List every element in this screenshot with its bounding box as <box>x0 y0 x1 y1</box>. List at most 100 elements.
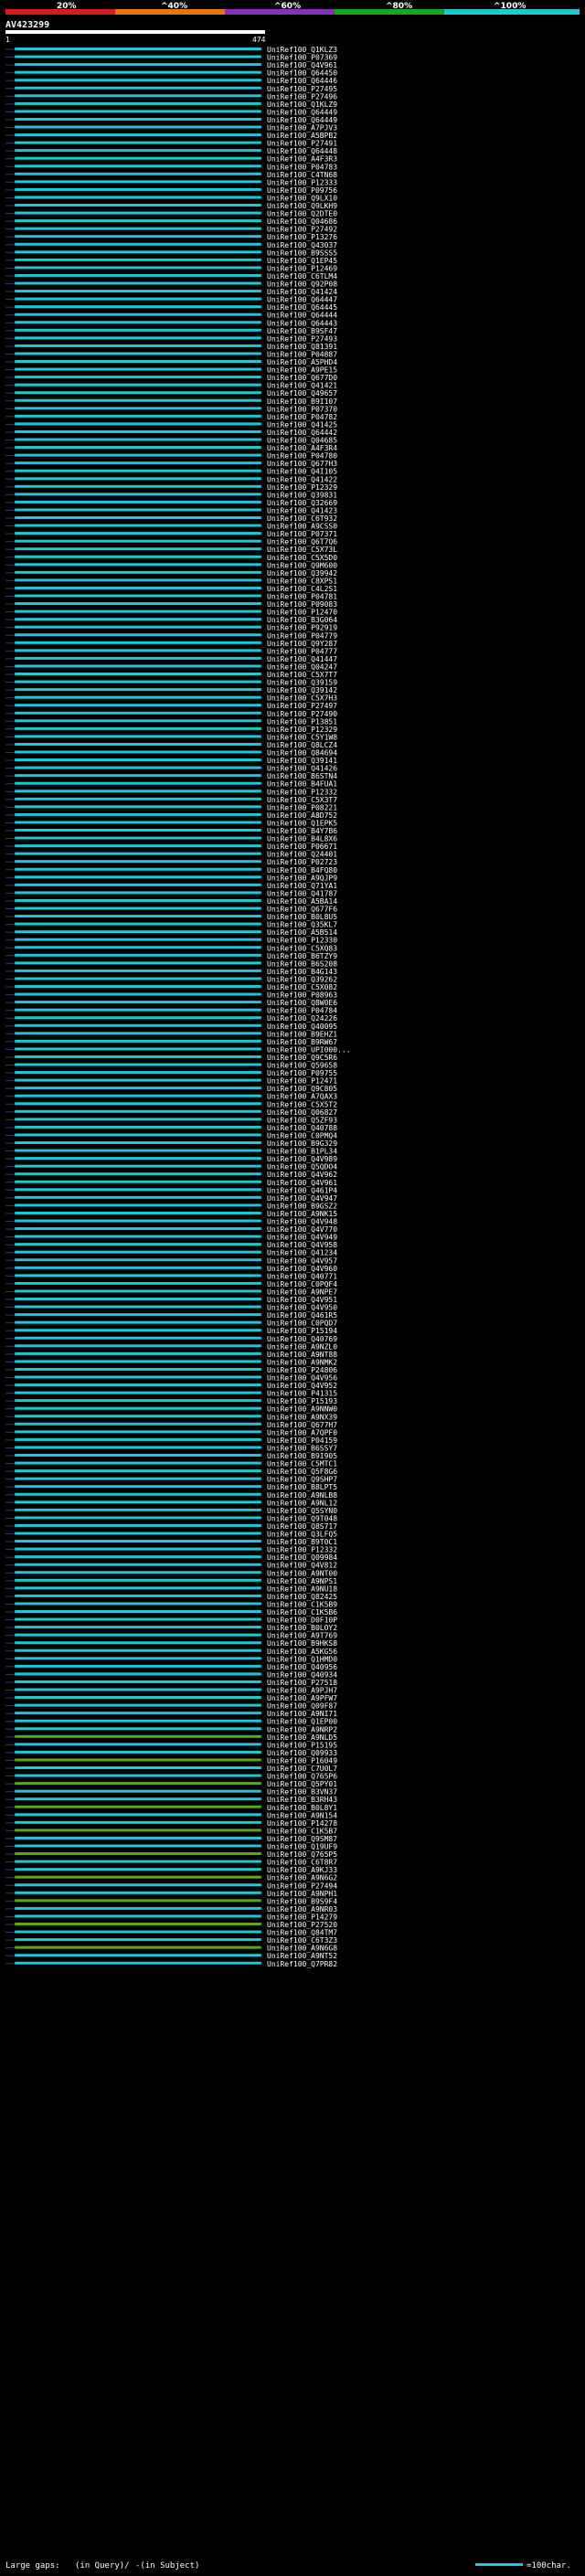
alignment-bar[interactable] <box>15 836 261 840</box>
hit-label[interactable]: UniRef100_A9NT88 <box>267 1351 337 1359</box>
alignment-bar[interactable] <box>15 1164 261 1168</box>
hit-label[interactable]: UniRef100_Q41421 <box>267 382 337 390</box>
alignment-bar[interactable] <box>15 766 261 769</box>
alignment-bar[interactable] <box>15 1446 261 1449</box>
hit-label[interactable]: UniRef100_A5B514 <box>267 928 337 937</box>
hit-label[interactable]: UniRef100_Q4V770 <box>267 1225 337 1234</box>
alignment-bar[interactable] <box>15 500 261 504</box>
hit-label[interactable]: UniRef100_P07369 <box>267 54 337 62</box>
hit-label[interactable]: UniRef100_A9NT00 <box>267 1569 337 1577</box>
hit-label[interactable]: UniRef100_B9EHZ1 <box>267 1030 337 1038</box>
hit-label[interactable]: UniRef100_Q39141 <box>267 757 337 765</box>
hit-label[interactable]: UniRef100_P13276 <box>267 233 337 241</box>
alignment-bar[interactable] <box>15 398 261 402</box>
alignment-bar[interactable] <box>15 867 261 871</box>
hit-label[interactable]: UniRef100_Q64449 <box>267 116 337 124</box>
alignment-bar[interactable] <box>15 938 261 941</box>
hit-label[interactable]: UniRef100_Q4V947 <box>267 1194 337 1203</box>
hit-label[interactable]: UniRef100_P04780 <box>267 452 337 461</box>
alignment-bar[interactable] <box>15 328 261 332</box>
hit-label[interactable]: UniRef100_A9QJP9 <box>267 874 337 882</box>
hit-label[interactable]: UniRef100_Q39159 <box>267 679 337 687</box>
alignment-bar[interactable] <box>15 1078 261 1082</box>
alignment-bar[interactable] <box>15 1836 261 1839</box>
alignment-bar[interactable] <box>15 680 261 684</box>
alignment-bar[interactable] <box>15 1313 261 1317</box>
alignment-bar[interactable] <box>15 1360 261 1363</box>
alignment-bar[interactable] <box>15 1352 261 1355</box>
hit-label[interactable]: UniRef100_B9I107 <box>267 398 337 406</box>
alignment-bar[interactable] <box>15 110 261 113</box>
hit-label[interactable]: UniRef100_Q9LKH9 <box>267 202 337 210</box>
hit-label[interactable]: UniRef100_A4F3R4 <box>267 444 337 452</box>
hit-label[interactable]: UniRef100_Q1EP00 <box>267 1718 337 1726</box>
alignment-bar[interactable] <box>15 391 261 395</box>
alignment-bar[interactable] <box>15 664 261 668</box>
hit-label[interactable]: UniRef100_B6S208 <box>267 959 337 968</box>
hit-label[interactable]: UniRef100_Q43037 <box>267 241 337 249</box>
hit-label[interactable]: UniRef100_P27490 <box>267 710 337 718</box>
alignment-bar[interactable] <box>15 1672 261 1676</box>
hit-label[interactable]: UniRef100_A9NR03 <box>267 1905 337 1913</box>
alignment-bar[interactable] <box>15 250 261 254</box>
alignment-bar[interactable] <box>15 1172 261 1176</box>
hit-label[interactable]: UniRef100_Q4V948 <box>267 1218 337 1226</box>
hit-label[interactable]: UniRef100_Q1EPK5 <box>267 819 337 827</box>
alignment-bar[interactable] <box>15 1657 261 1660</box>
alignment-bar[interactable] <box>15 1734 261 1738</box>
hit-label[interactable]: UniRef100_P27496 <box>267 92 337 101</box>
alignment-bar[interactable] <box>15 1930 261 1934</box>
hit-label[interactable]: UniRef100_P27520 <box>267 1921 337 1929</box>
alignment-bar[interactable] <box>15 242 261 246</box>
alignment-bar[interactable] <box>15 1719 261 1723</box>
hit-label[interactable]: UniRef100_D0F10P <box>267 1617 337 1625</box>
alignment-bar[interactable] <box>15 586 261 589</box>
hit-label[interactable]: UniRef100_A9NL12 <box>267 1499 337 1507</box>
alignment-bar[interactable] <box>15 1860 261 1863</box>
alignment-bar[interactable] <box>15 1477 261 1480</box>
alignment-bar[interactable] <box>15 1571 261 1574</box>
hit-label[interactable]: UniRef100_A9PE15 <box>267 366 337 375</box>
hit-label[interactable]: UniRef100_P24806 <box>267 1366 337 1374</box>
hit-label[interactable]: UniRef100_Q461P4 <box>267 1186 337 1194</box>
hit-label[interactable]: UniRef100_C4TN68 <box>267 171 337 179</box>
alignment-bar[interactable] <box>15 1023 261 1027</box>
hit-label[interactable]: UniRef100_A9NPS1 <box>267 1577 337 1585</box>
alignment-bar[interactable] <box>15 1523 261 1527</box>
hit-label[interactable]: UniRef100_Q41423 <box>267 506 337 514</box>
alignment-bar[interactable] <box>15 1696 261 1700</box>
hit-label[interactable]: UniRef100_A9CSS0 <box>267 523 337 531</box>
alignment-bar[interactable] <box>15 930 261 934</box>
hit-label[interactable]: UniRef100_A9NMK2 <box>267 1358 337 1366</box>
alignment-bar[interactable] <box>15 1071 261 1075</box>
hit-label[interactable]: UniRef100_A7PJV3 <box>267 124 337 133</box>
alignment-bar[interactable] <box>15 1047 261 1051</box>
hit-label[interactable]: UniRef100_C5X7T7 <box>267 671 337 679</box>
hit-label[interactable]: UniRef100_C5X73L <box>267 546 337 554</box>
hit-label[interactable]: UniRef100_Q24226 <box>267 1014 337 1023</box>
hit-label[interactable]: UniRef100_Q8W0E6 <box>267 999 337 1007</box>
hit-label[interactable]: UniRef100_A9NRP2 <box>267 1725 337 1733</box>
hit-label[interactable]: UniRef100_Q5SYN0 <box>267 1507 337 1515</box>
alignment-bar[interactable] <box>15 1875 261 1879</box>
alignment-bar[interactable] <box>15 688 261 692</box>
alignment-bar[interactable] <box>15 1008 261 1012</box>
alignment-bar[interactable] <box>15 610 261 613</box>
hit-label[interactable]: UniRef100_P16049 <box>267 1756 337 1765</box>
hit-label[interactable]: UniRef100_Q9C5R6 <box>267 1054 337 1062</box>
hit-label[interactable]: UniRef100_A9NI71 <box>267 1710 337 1718</box>
alignment-bar[interactable] <box>15 797 261 800</box>
alignment-bar[interactable] <box>15 1945 261 1949</box>
hit-label[interactable]: UniRef100_B4FUA1 <box>267 780 337 789</box>
alignment-bar[interactable] <box>15 70 261 74</box>
hit-label[interactable]: UniRef100_Q39942 <box>267 569 337 578</box>
hit-label[interactable]: UniRef100_B3RH43 <box>267 1796 337 1804</box>
hit-label[interactable]: UniRef100_Q8S717 <box>267 1522 337 1531</box>
hit-label[interactable]: UniRef100_A9NK15 <box>267 1210 337 1218</box>
hit-label[interactable]: UniRef100_A9NZL0 <box>267 1342 337 1351</box>
hit-label[interactable]: UniRef100_Q5F8G6 <box>267 1468 337 1476</box>
alignment-bar[interactable] <box>15 1485 261 1489</box>
hit-label[interactable]: UniRef100_Q1KLZ9 <box>267 101 337 109</box>
hit-label[interactable]: UniRef100_Q4V961 <box>267 1179 337 1187</box>
alignment-bar[interactable] <box>15 1500 261 1504</box>
